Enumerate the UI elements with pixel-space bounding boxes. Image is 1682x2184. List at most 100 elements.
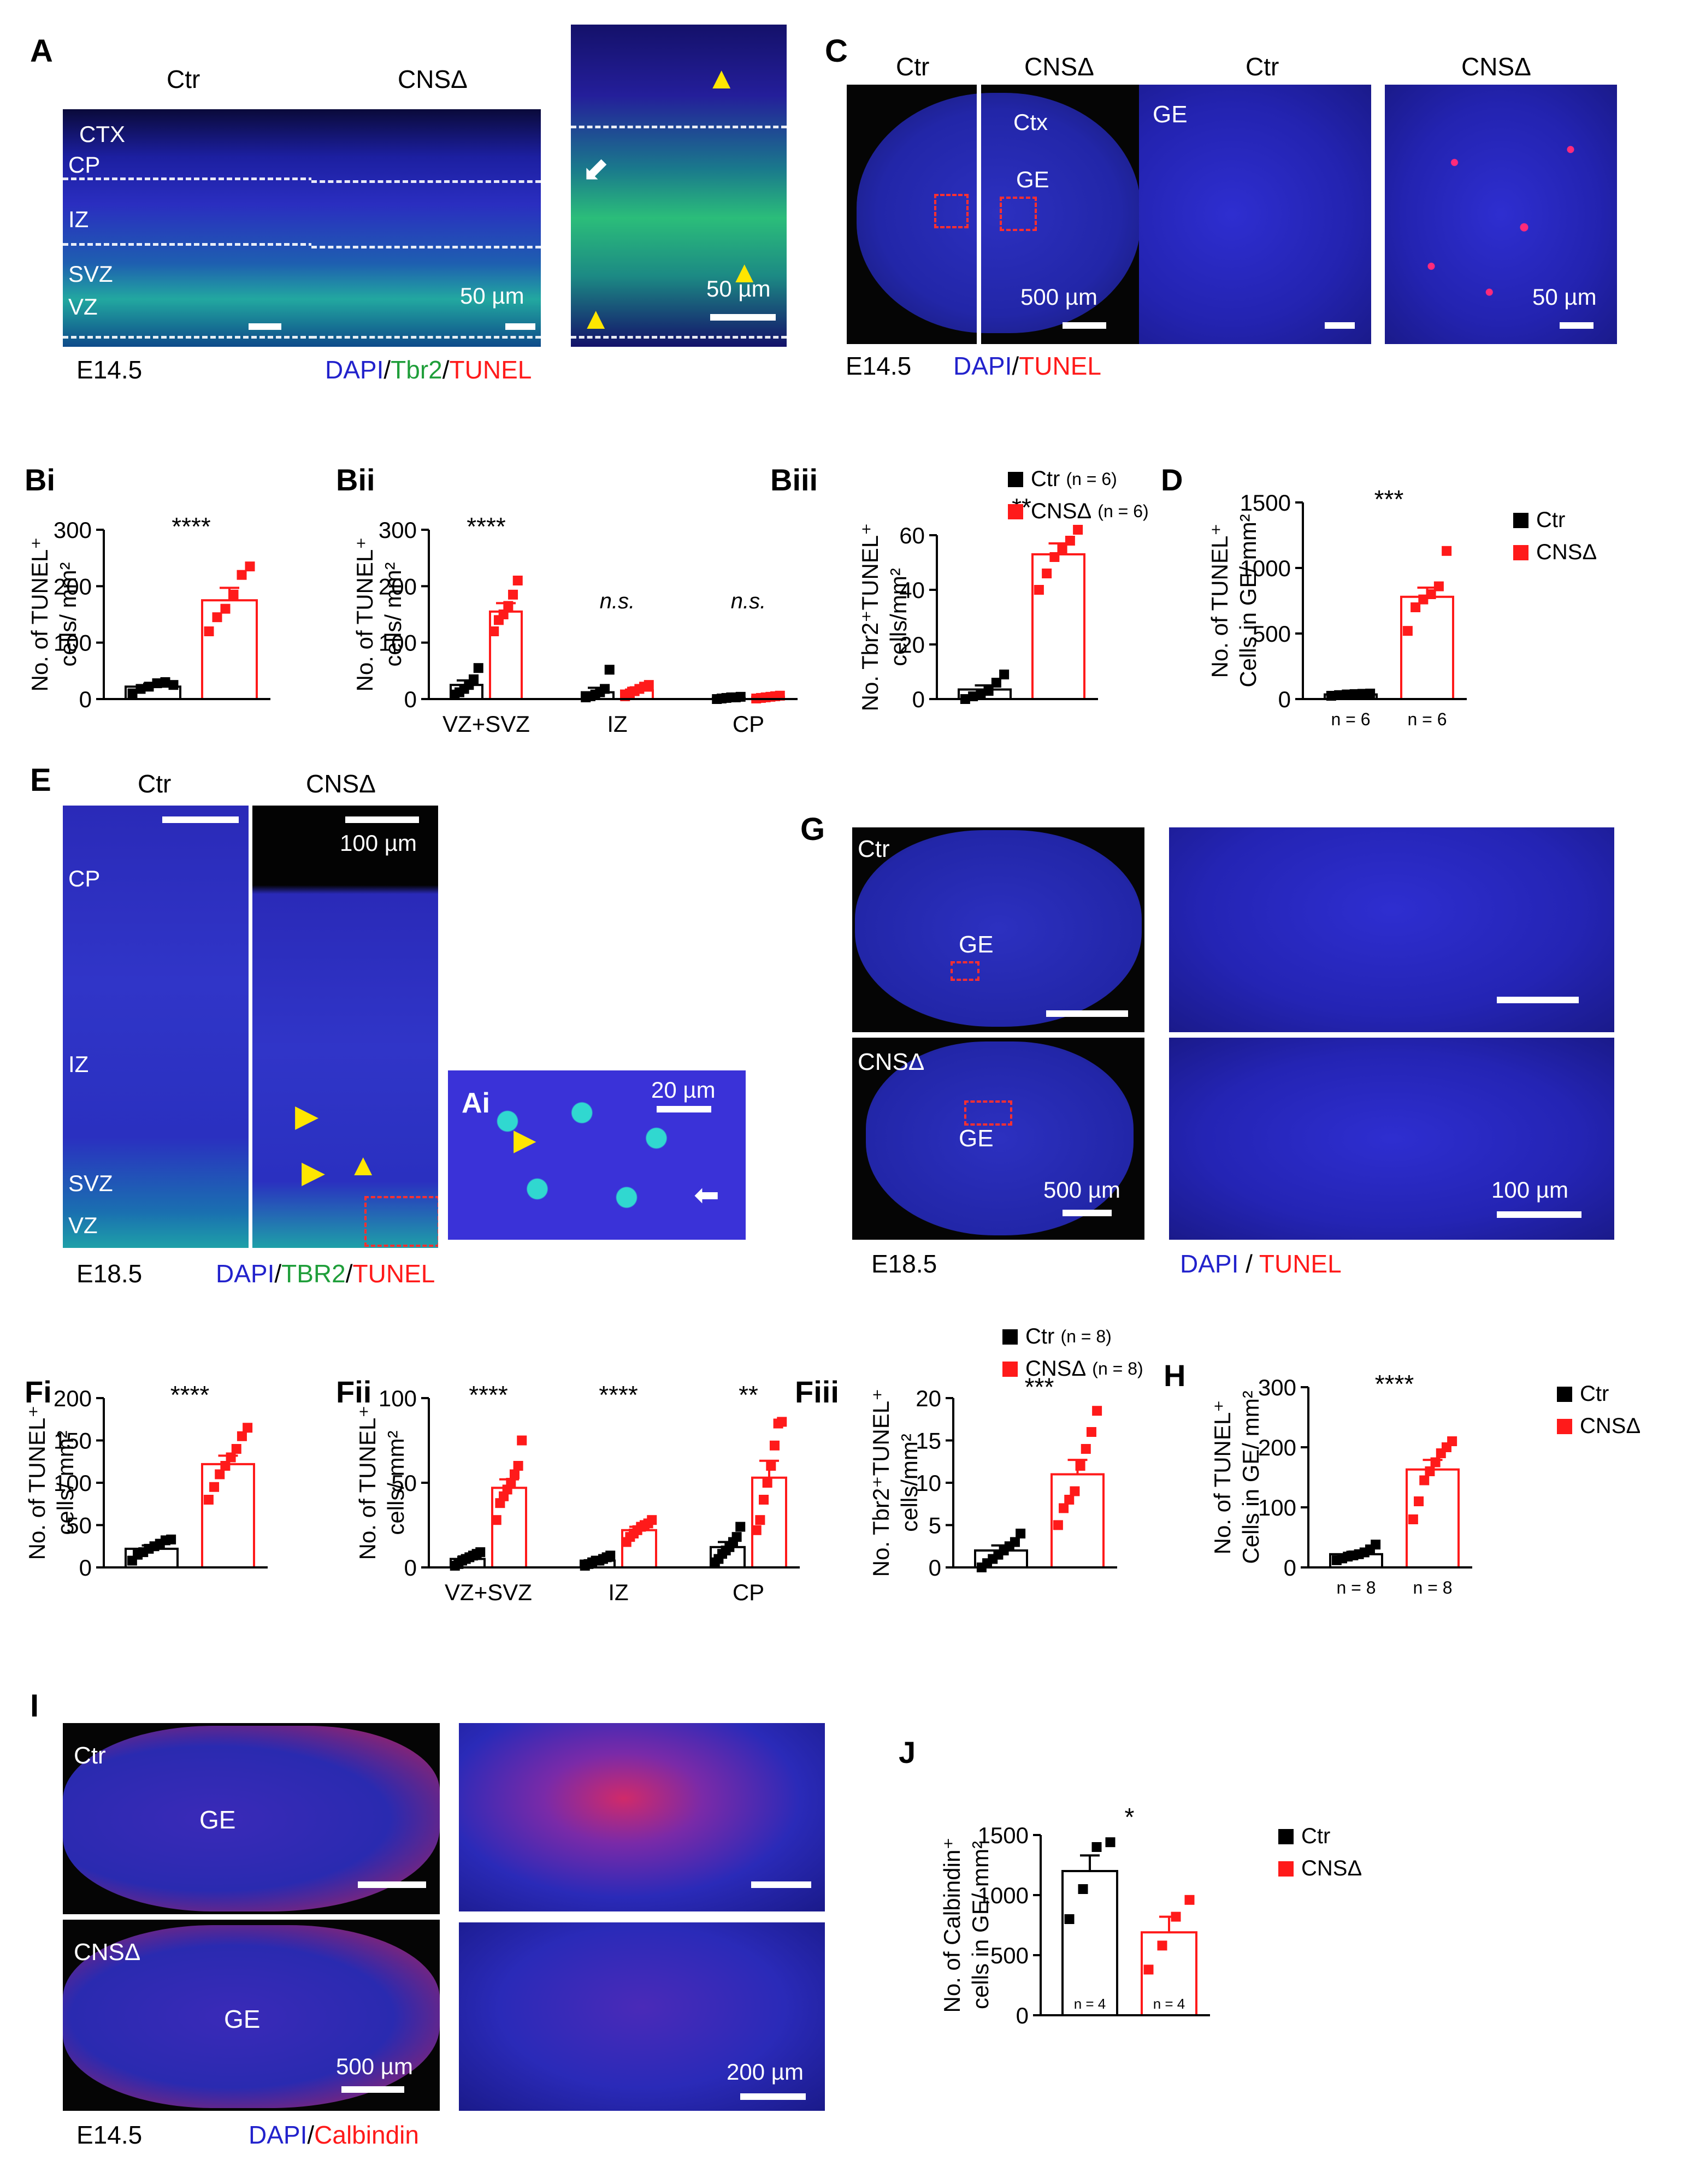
- panel-label-e: E: [30, 762, 51, 798]
- data-point: [777, 1417, 787, 1427]
- y-axis-label: No. Tbr2⁺TUNEL⁺: [868, 1389, 894, 1577]
- c-scale-label: 500 µm: [1020, 284, 1097, 310]
- e-age: E18.5: [76, 1259, 143, 1288]
- data-point: [1357, 689, 1367, 699]
- y-tick-label: 40: [899, 577, 925, 603]
- y-axis-label: No. of TUNEL⁺: [27, 537, 52, 692]
- legend-item: CNSΔ: [1278, 1856, 1362, 1881]
- a-boundary-line: [311, 246, 541, 248]
- arrow-icon: ⬋: [582, 151, 610, 187]
- panel-divider: [852, 1032, 1144, 1038]
- a-boundary-line: [63, 177, 339, 180]
- data-point: [245, 561, 255, 572]
- data-point: [237, 1431, 247, 1441]
- data-point: [160, 677, 170, 687]
- a-svz-label: SVZ: [68, 261, 113, 287]
- c-cnsd2-title: CNSΔ: [1461, 52, 1531, 81]
- legend-swatch: [1557, 1418, 1572, 1434]
- chart-panel-label: Fi: [25, 1375, 52, 1409]
- data-point: [991, 678, 1001, 688]
- g-ge2-label: GE: [959, 1125, 994, 1152]
- panel-label-a: A: [30, 33, 53, 69]
- legend-item: CNSΔ (n = 6): [1008, 499, 1149, 524]
- y-tick-label: 0: [404, 686, 417, 712]
- x-tick-label: VZ+SVZ: [442, 711, 530, 737]
- c-cnsd-title: CNSΔ: [1024, 52, 1094, 81]
- data-point: [731, 1532, 742, 1542]
- significance-label: ****: [469, 1381, 508, 1409]
- data-point: [1442, 546, 1452, 556]
- a-vz-label: VZ: [68, 294, 98, 319]
- e-ctr-image: CP IZ SVZ VZ: [63, 806, 249, 1248]
- data-point: [976, 689, 986, 699]
- data-point: [1447, 1436, 1457, 1446]
- i-ge1-label: GE: [199, 1806, 236, 1834]
- y-axis-label: cells/ mm²: [52, 1430, 78, 1535]
- scale-bar: [345, 816, 419, 823]
- significance-label: ****: [1375, 1370, 1414, 1398]
- roi-box: [934, 194, 969, 228]
- significance-label: *: [1125, 1803, 1135, 1831]
- data-point: [1042, 569, 1052, 578]
- data-point: [1065, 536, 1075, 546]
- data-point: [1086, 1427, 1096, 1437]
- y-axis-label: cells/ mm²: [380, 562, 406, 666]
- data-point: [1408, 1514, 1418, 1524]
- y-tick-label: 1000: [1240, 555, 1291, 581]
- panel-label-g: G: [800, 812, 825, 847]
- c-ge-label: GE: [1016, 167, 1049, 192]
- i-ctr-label: Ctr: [74, 1742, 106, 1769]
- data-point: [1419, 1475, 1430, 1485]
- a-boundary-line: [63, 243, 339, 246]
- y-tick-label: 10: [916, 1470, 941, 1496]
- data-point: [1059, 1503, 1069, 1513]
- legend-item: Ctr: [1557, 1382, 1640, 1406]
- c-ctr2-title: Ctr: [1246, 52, 1279, 81]
- y-tick-label: 300: [379, 517, 417, 543]
- data-point: [212, 612, 222, 623]
- data-point: [755, 1515, 765, 1525]
- y-tick-label: 20: [899, 632, 925, 658]
- bar: [1061, 1870, 1118, 2016]
- significance-label: ***: [1374, 485, 1404, 513]
- data-point: [127, 688, 138, 699]
- arrowhead-icon: ▶: [514, 1123, 536, 1156]
- data-point: [605, 1550, 616, 1561]
- a-boundary-line: [311, 180, 541, 183]
- y-tick-label: 200: [54, 573, 92, 599]
- brain-section: [63, 1925, 440, 2108]
- a-cnsd-image: 50 µm: [311, 109, 541, 347]
- c-ge2-label: GE: [1153, 101, 1188, 128]
- scale-bar: [1497, 997, 1579, 1003]
- data-point: [220, 603, 231, 614]
- x-tick-label: IZ: [608, 1579, 628, 1605]
- legend-swatch: [1002, 1329, 1018, 1345]
- legend-item: Ctr: [1513, 508, 1597, 532]
- data-point: [231, 1444, 241, 1454]
- scale-bar: [740, 2093, 806, 2100]
- roi-box: [1000, 197, 1037, 231]
- y-tick-label: 1000: [978, 1883, 1029, 1908]
- scale-bar: [249, 323, 281, 330]
- data-point: [999, 670, 1010, 679]
- legend-swatch: [1513, 512, 1528, 528]
- panel-divider: [977, 85, 981, 344]
- e-iz-label: IZ: [68, 1051, 89, 1077]
- a-scale-label: 50 µm: [460, 283, 524, 309]
- y-tick-label: 500: [990, 1943, 1029, 1968]
- legend-swatch: [1008, 471, 1023, 487]
- n-label: n = 4: [1074, 1996, 1106, 2012]
- data-point: [237, 570, 247, 580]
- g-ctr-label: Ctr: [858, 836, 890, 862]
- y-tick-label: 0: [929, 1555, 941, 1581]
- roi-box: [964, 1100, 1012, 1126]
- data-point: [1010, 1537, 1020, 1547]
- scale-bar: [1063, 322, 1106, 329]
- chart-d: D 0 500 1000 1500 No. of TUNEL⁺ Cells in GE/ m…: [1161, 463, 1467, 729]
- data-point: [1433, 581, 1444, 591]
- i-ctr-zoom-image: [459, 1723, 825, 1911]
- y-tick-label: 500: [1253, 621, 1291, 647]
- y-axis-label: Cells in GE/ mm²: [1238, 1390, 1264, 1564]
- e-svz-label: SVZ: [68, 1170, 113, 1196]
- data-point: [600, 684, 610, 694]
